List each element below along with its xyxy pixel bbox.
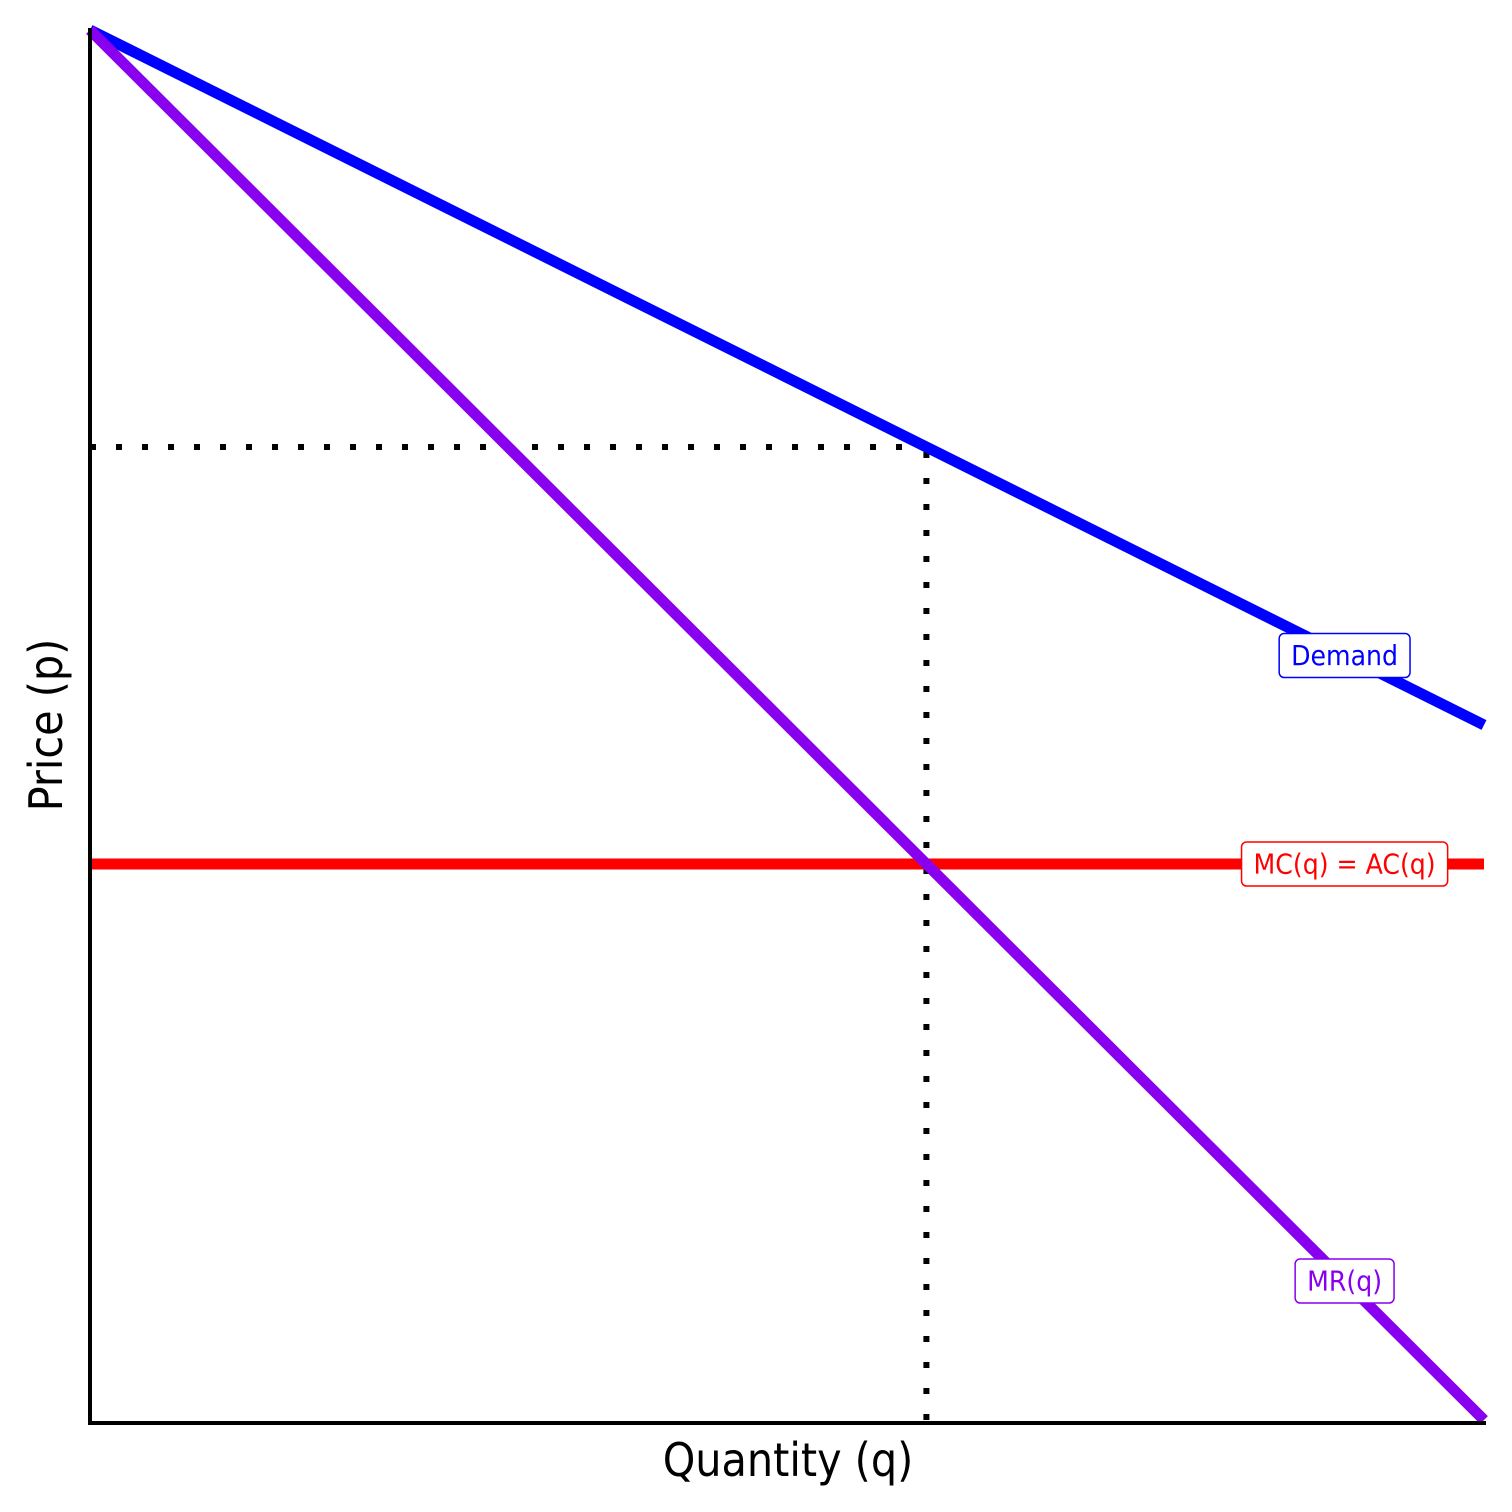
demand-label-text: Demand [1291, 639, 1398, 672]
series-labels: Demand MC(q) = AC(q) MR(q) [1240, 632, 1449, 1304]
demand-line [87, 25, 1487, 730]
mc-label: MC(q) = AC(q) [1240, 841, 1449, 887]
x-axis-title: Quantity (q) [663, 1433, 914, 1487]
series-lines [86, 25, 1488, 1424]
mr-line [86, 26, 1488, 1424]
mc-label-box [1240, 841, 1449, 887]
demand-label: Demand [1278, 632, 1411, 679]
mc-label-text: MC(q) = AC(q) [1254, 848, 1436, 881]
mr-label-box [1294, 1258, 1395, 1304]
axes [88, 28, 1486, 1425]
guide-lines [90, 444, 930, 1420]
mr-label: MR(q) [1294, 1258, 1395, 1304]
mr-label-text: MR(q) [1307, 1265, 1382, 1298]
demand-label-box [1278, 632, 1411, 679]
y-axis-title: Price (p) [19, 639, 73, 812]
